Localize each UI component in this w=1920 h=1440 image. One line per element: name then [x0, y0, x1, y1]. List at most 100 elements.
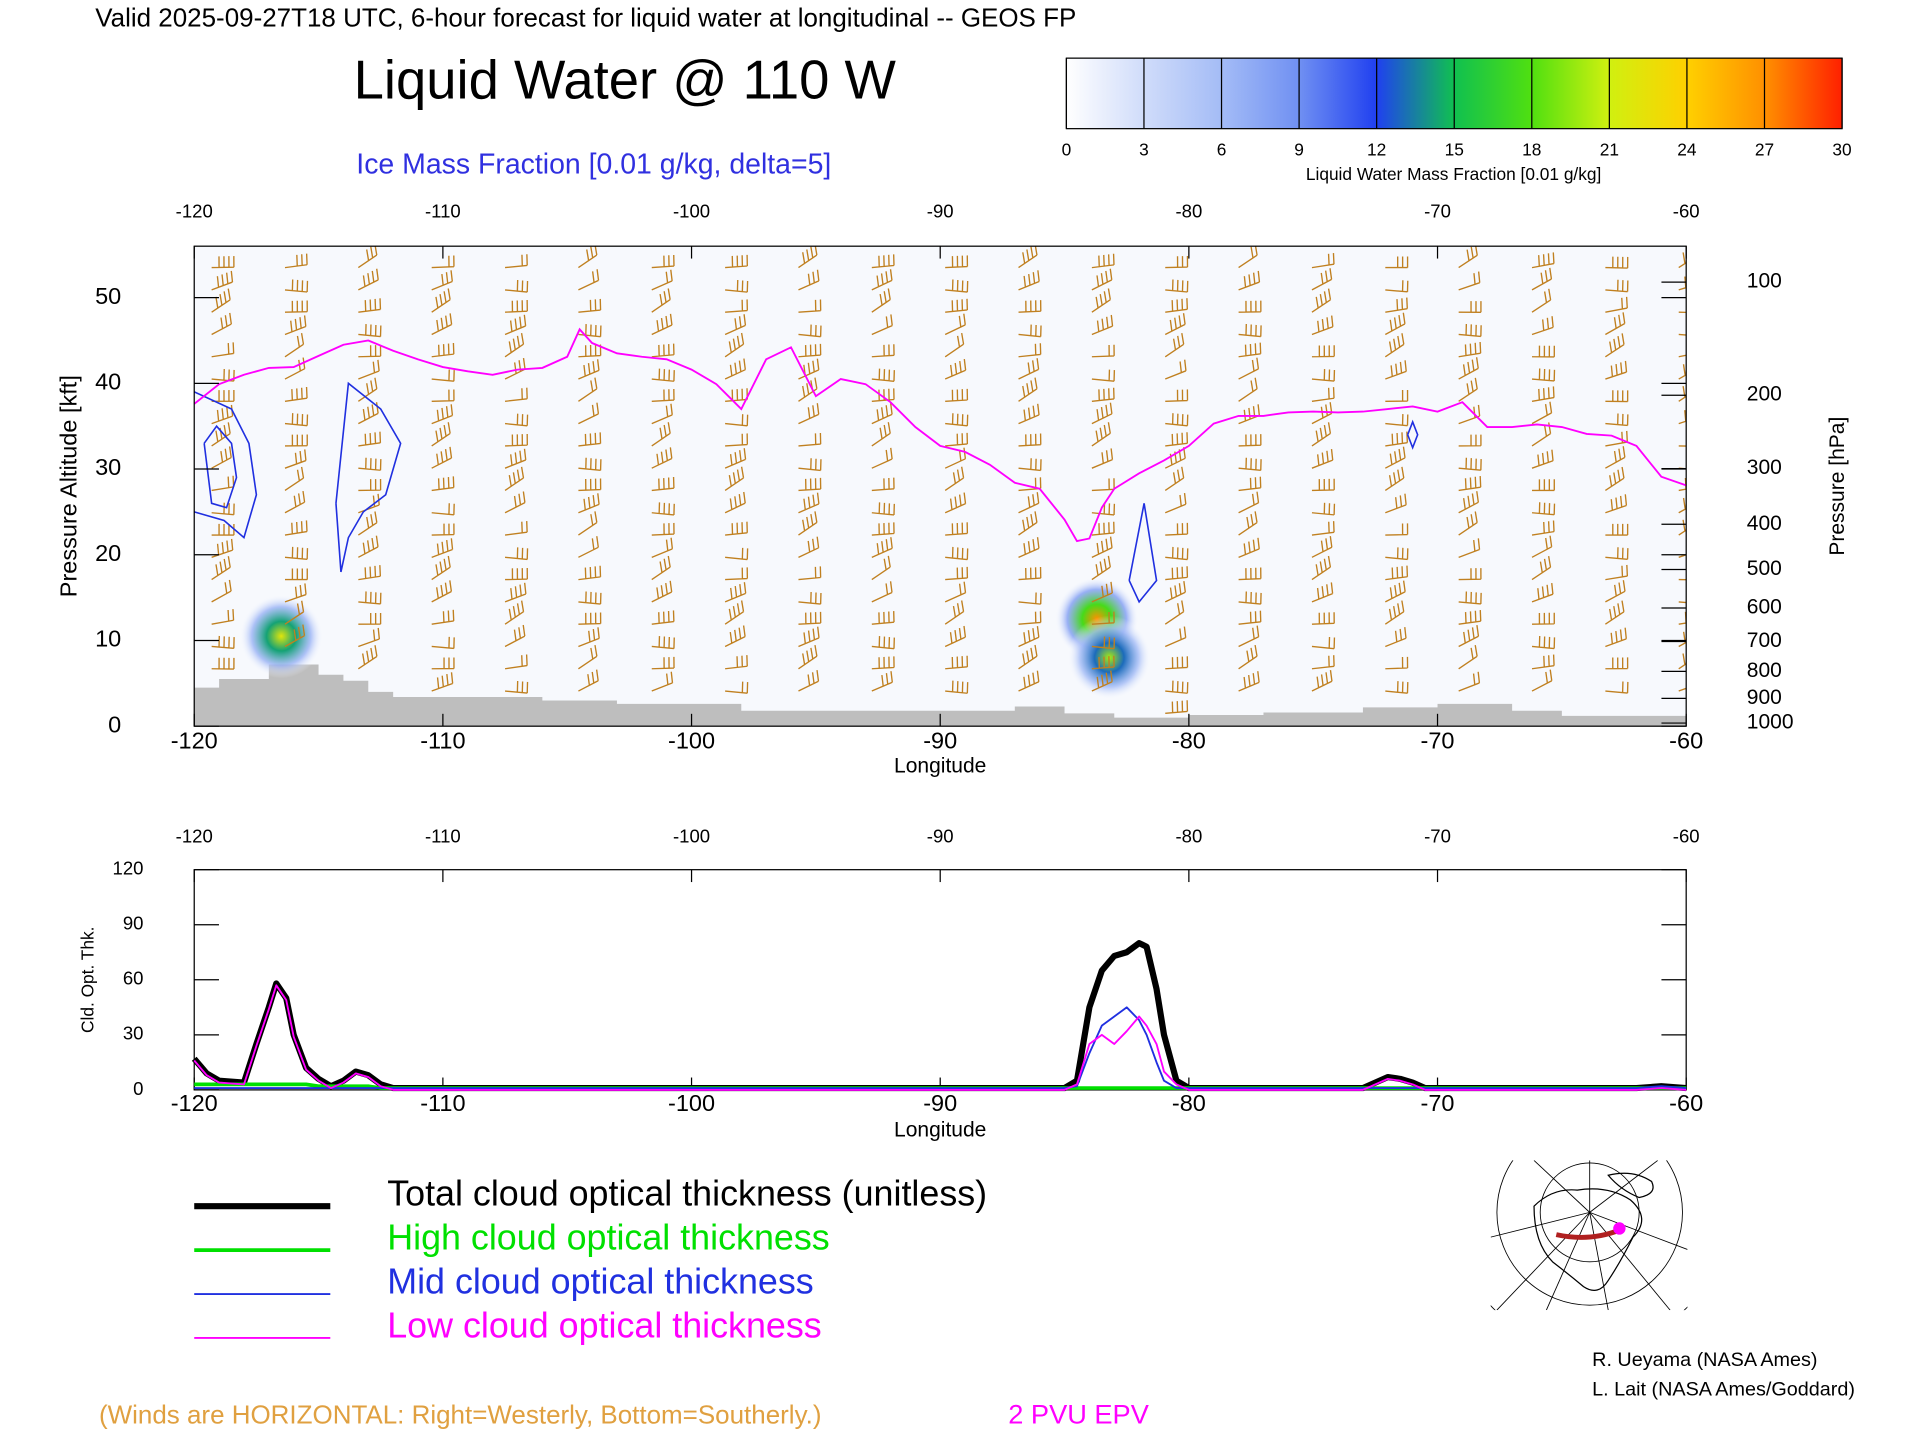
- wind-barb: [871, 671, 893, 692]
- wind-barb: [578, 402, 600, 425]
- wind-barb: [1604, 600, 1625, 625]
- series-line: [191, 939, 1687, 1092]
- wind-barb: [1164, 333, 1185, 358]
- wind-barb: [1531, 535, 1553, 558]
- wind-barb: [1018, 246, 1038, 269]
- wind-barb: [358, 298, 382, 313]
- wind-barb: [578, 269, 600, 291]
- wind-barb: [211, 342, 235, 358]
- wind-barb: [945, 680, 969, 694]
- wind-barb: [211, 312, 232, 336]
- wind-barb: [1605, 390, 1629, 403]
- wind-barb: [1531, 368, 1556, 382]
- wind-barb: [578, 457, 602, 472]
- y2-tick-label: 800: [1747, 659, 1782, 682]
- colorbar-tick-label: 18: [1522, 140, 1541, 160]
- wind-barb: [358, 478, 382, 492]
- wind-barb: [431, 369, 455, 382]
- wind-barb: [651, 555, 671, 581]
- wind-barb: [1385, 627, 1407, 648]
- wind-barb: [945, 298, 969, 313]
- wind-barb: [284, 520, 308, 536]
- x-tick-label-top: -120: [176, 825, 213, 846]
- series-line: [194, 1006, 1687, 1089]
- wind-barb: [725, 567, 749, 581]
- wind-barb: [725, 279, 749, 293]
- wind-barb: [1091, 253, 1115, 269]
- y-tick-label: 0: [133, 1078, 143, 1099]
- colorbar-tick-label: 3: [1139, 140, 1149, 160]
- wind-barb: [724, 448, 747, 469]
- legend-label: Total cloud optical thickness (unitless): [387, 1174, 987, 1214]
- wind-barb: [724, 582, 747, 603]
- colorbar-tick-label: 0: [1062, 140, 1072, 160]
- wind-barb: [944, 447, 967, 469]
- colorbar-label: Liquid Water Mass Fraction [0.01 g/kg]: [1306, 164, 1601, 184]
- wind-barb: [504, 600, 525, 625]
- wind-barb: [1458, 645, 1478, 670]
- wind-barb: [504, 448, 527, 469]
- wind-barb: [724, 600, 745, 625]
- wind-barb: [1678, 333, 1687, 336]
- y-tick-label: 20: [95, 540, 121, 566]
- wind-barb: [1238, 511, 1258, 536]
- wind-barb: [1605, 681, 1629, 694]
- wind-barb: [1238, 610, 1262, 625]
- wind-barb: [1018, 670, 1040, 692]
- wind-barb: [1605, 547, 1629, 560]
- wind-barb: [1311, 253, 1335, 269]
- wind-barb: [504, 387, 528, 403]
- wind-barb: [357, 645, 378, 670]
- wind-barb: [1018, 458, 1042, 472]
- wind-barb: [1091, 369, 1116, 382]
- wind-barb: [1605, 296, 1628, 313]
- wind-barb: [1531, 502, 1556, 516]
- wind-barb: [945, 432, 969, 447]
- wind-barb: [1531, 386, 1555, 402]
- wind-barb: [284, 466, 305, 492]
- wind-barb: [871, 314, 893, 336]
- wind-barb: [1458, 246, 1478, 269]
- wind-barb: [944, 600, 965, 625]
- wind-barb: [1385, 493, 1407, 514]
- wind-barb: [651, 368, 675, 382]
- wind-barb: [431, 422, 451, 447]
- wind-barb: [798, 458, 822, 472]
- colorbar-tick-label: 6: [1217, 140, 1227, 160]
- wind-barb: [1532, 479, 1555, 492]
- wind-barb: [651, 476, 675, 492]
- wind-barb: [1311, 288, 1332, 313]
- wind-barb: [1531, 654, 1555, 670]
- wind-barb: [944, 581, 967, 603]
- wind-barb: [358, 324, 382, 338]
- wind-barb: [1165, 656, 1189, 670]
- ice-contour: [335, 381, 402, 573]
- wind-barb: [211, 446, 232, 469]
- wind-barb: [1532, 612, 1555, 625]
- wind-barb: [725, 433, 749, 447]
- wind-barb: [1165, 413, 1189, 427]
- wind-barb: [798, 299, 822, 313]
- x-tick-label: -90: [923, 727, 957, 753]
- header-title: Valid 2025-09-27T18 UTC, 6-hour forecast…: [95, 3, 1076, 33]
- wind-barb: [798, 269, 820, 291]
- x-tick-label: -110: [420, 1090, 465, 1116]
- wind-barb: [431, 255, 455, 269]
- wind-barb: [871, 537, 893, 558]
- wind-barb: [1311, 268, 1333, 291]
- wind-barb: [871, 422, 891, 447]
- x-tick-label-top: -110: [425, 201, 461, 222]
- wind-barb: [1458, 610, 1482, 625]
- wind-barb: [504, 357, 526, 380]
- wind-barb: [798, 644, 818, 670]
- wind-barb: [725, 655, 748, 670]
- x-tick-label: -70: [1421, 727, 1455, 753]
- wind-barb: [1311, 387, 1335, 403]
- wind-barb: [357, 377, 378, 402]
- wind-barb: [1238, 625, 1260, 648]
- wind-barb: [1018, 377, 1038, 402]
- wind-note: (Winds are HORIZONTAL: Right=Westerly, B…: [99, 1399, 822, 1429]
- wind-barb: [725, 681, 749, 694]
- wind-barb: [504, 624, 526, 648]
- wind-barb: [1311, 315, 1334, 336]
